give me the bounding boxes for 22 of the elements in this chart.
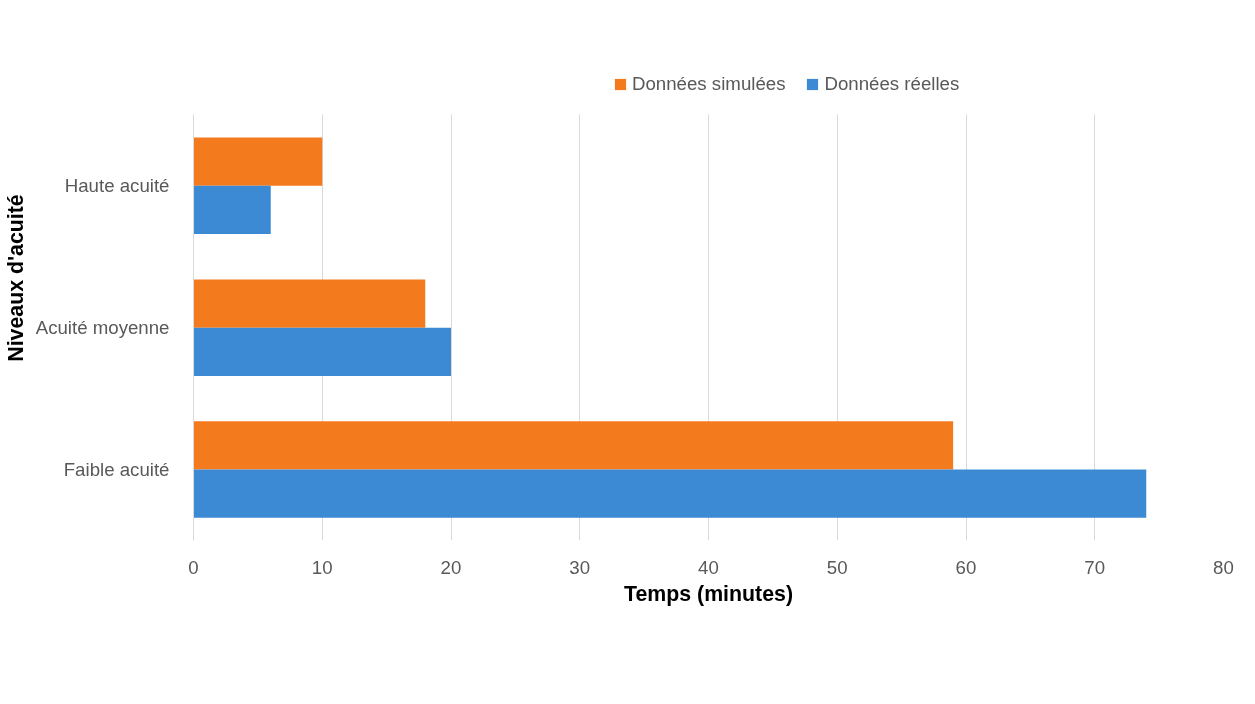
x-tick-label: 10 bbox=[311, 556, 333, 578]
x-axis-title: Temps (minutes) bbox=[623, 581, 794, 606]
bar bbox=[193, 327, 451, 376]
legend-label: Données réelles bbox=[824, 73, 960, 95]
bar bbox=[193, 421, 954, 470]
x-tick-label: 60 bbox=[955, 556, 977, 578]
y-tick-label: Faible acuité bbox=[63, 459, 170, 481]
bar bbox=[193, 137, 323, 186]
legend-label: Données simulées bbox=[632, 73, 786, 95]
x-tick-label: 80 bbox=[1213, 556, 1234, 578]
x-tick-label: 0 bbox=[188, 556, 199, 578]
bar bbox=[193, 279, 426, 328]
bar bbox=[193, 469, 1147, 518]
y-axis-title: Niveaux d'acuité bbox=[3, 194, 28, 362]
bar bbox=[193, 185, 271, 235]
x-tick-label: 70 bbox=[1084, 556, 1106, 578]
x-tick-label: 50 bbox=[826, 556, 848, 578]
x-tick-label: 30 bbox=[569, 556, 591, 578]
y-tick-label: Haute acuité bbox=[64, 175, 170, 197]
x-tick-label: 20 bbox=[440, 556, 462, 578]
x-tick-label: 40 bbox=[698, 556, 719, 578]
y-tick-label: Acuité moyenne bbox=[35, 317, 170, 339]
